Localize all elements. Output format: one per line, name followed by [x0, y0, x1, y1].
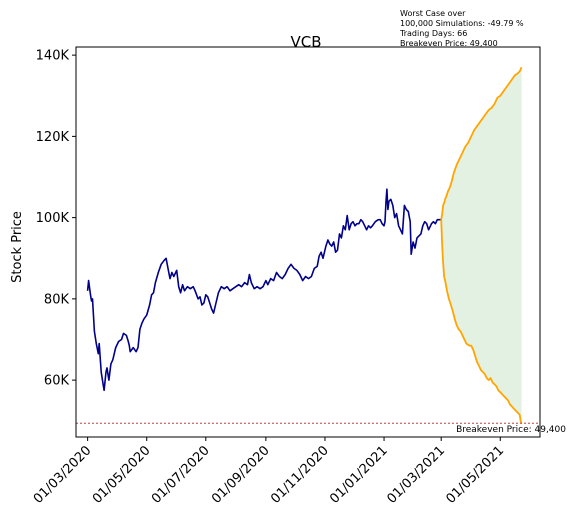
chart-title: VCB	[290, 33, 321, 51]
series-layer	[86, 66, 523, 424]
annotation-line-4: Breakeven Price: 49,400	[400, 39, 498, 48]
y-tick-label: 60K	[44, 374, 70, 389]
breakeven-label: Breakeven Price: 49,400	[456, 425, 566, 435]
x-tick-label: 01/05/2021	[444, 443, 508, 507]
x-tick-label: 01/03/2021	[384, 443, 448, 507]
x-axis-ticks: 01/03/202001/05/202001/07/202001/09/2020…	[31, 437, 507, 507]
x-tick-label: 01/03/2020	[31, 443, 95, 507]
x-tick-label: 01/07/2020	[149, 443, 213, 507]
x-tick-label: 01/09/2020	[209, 443, 273, 507]
x-tick-label: 01/05/2020	[90, 443, 154, 507]
y-tick-label: 140K	[36, 49, 70, 64]
annotation-line-2: 100,000 Simulations: -49.79 %	[400, 19, 524, 28]
projection-upper-line	[440, 66, 523, 220]
projection-lower-line	[440, 219, 523, 424]
worst-case-annotation: Worst Case over 100,000 Simulations: -49…	[399, 9, 524, 48]
plot-frame	[75, 46, 541, 438]
x-tick-label: 01/01/2021	[327, 443, 391, 507]
y-tick-label: 80K	[44, 292, 70, 307]
x-tick-label: 01/11/2020	[268, 443, 332, 507]
annotation-line-1: Worst Case over	[400, 9, 466, 18]
y-axis-ticks: 60K 80K 100K 120K 140K	[36, 49, 76, 389]
y-axis-label: Stock Price	[10, 211, 25, 283]
price-line	[86, 188, 442, 392]
y-tick-label: 100K	[36, 211, 70, 226]
y-tick-label: 120K	[36, 130, 70, 145]
annotation-line-3: Trading Days: 66	[399, 29, 467, 38]
